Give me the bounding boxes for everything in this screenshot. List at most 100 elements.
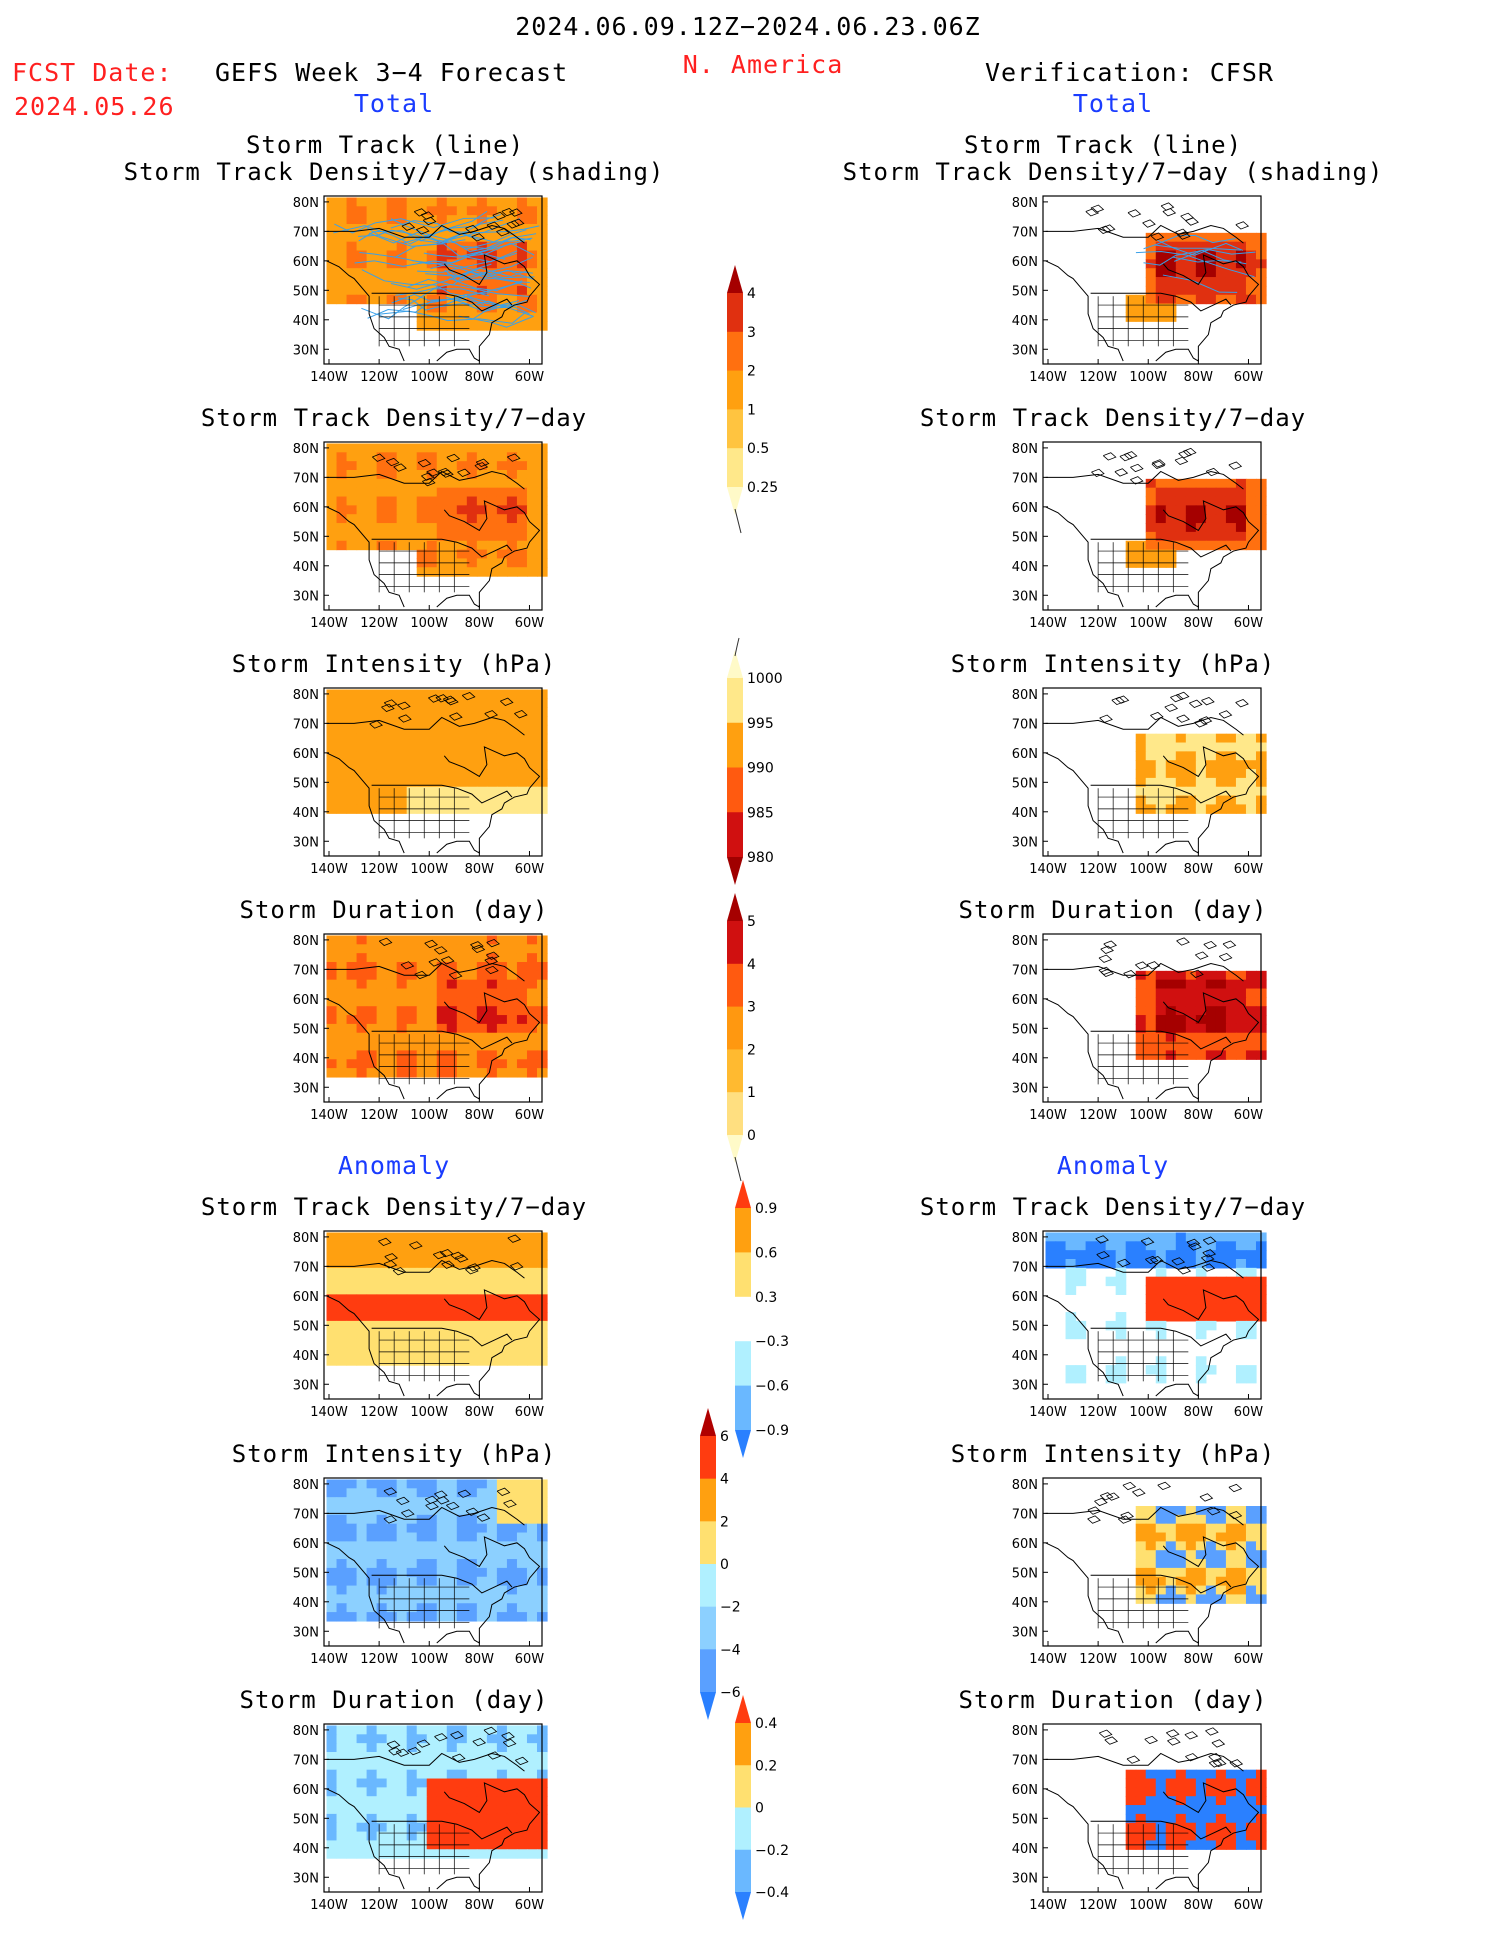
colorbar-label: 0.9 bbox=[755, 1201, 777, 1217]
lat-tick-label: 70N bbox=[293, 1507, 319, 1522]
lon-tick-label: 120W bbox=[360, 1405, 398, 1420]
colorbar-label: 0.25 bbox=[747, 480, 778, 496]
lon-tick-label: 140W bbox=[310, 370, 348, 385]
lon-tick-label: 60W bbox=[515, 862, 545, 877]
map-frame bbox=[323, 1230, 543, 1400]
lat-tick-label: 50N bbox=[1012, 1022, 1038, 1037]
shading-field bbox=[1125, 1769, 1267, 1850]
colorbar-arrow-bottom bbox=[735, 1892, 751, 1920]
map-frame bbox=[323, 1723, 543, 1893]
colorbar-swatch bbox=[735, 1296, 751, 1342]
map-frame bbox=[1042, 933, 1262, 1103]
lat-tick-label: 80N bbox=[293, 196, 319, 211]
shading-field bbox=[1135, 733, 1267, 814]
shading-field bbox=[1125, 478, 1267, 568]
coastlines bbox=[326, 937, 541, 1100]
map-frame bbox=[323, 195, 543, 365]
lon-tick-label: 120W bbox=[1079, 1108, 1117, 1123]
lon-tick-label: 100W bbox=[1129, 862, 1167, 877]
panel-title: Storm Track (line) bbox=[963, 131, 1243, 159]
lon-tick-label: 120W bbox=[1079, 616, 1117, 631]
colorbar-swatch bbox=[700, 1649, 716, 1693]
colorbar-swatch bbox=[727, 1092, 743, 1136]
lat-tick-label: 30N bbox=[293, 589, 319, 604]
lat-tick-label: 40N bbox=[293, 560, 319, 575]
section-total-verification: Total bbox=[1072, 89, 1154, 118]
lon-tick-label: 140W bbox=[1029, 1108, 1067, 1123]
map-panel-forecast-track: 80N 70N 60N 50N 40N 30N 140W 120W 100W 80W 60W bbox=[284, 195, 548, 388]
colorbar-label: −4 bbox=[720, 1642, 741, 1658]
colorbar-label: 2 bbox=[747, 1042, 756, 1058]
lat-tick-label: 80N bbox=[293, 1724, 319, 1739]
colorbar-label: −0.4 bbox=[755, 1885, 789, 1901]
colorbar-arrow-bottom bbox=[727, 1135, 743, 1163]
colorbar-arrow-bottom bbox=[727, 487, 743, 515]
map-frame bbox=[323, 1477, 543, 1647]
lat-tick-label: 70N bbox=[1012, 963, 1038, 978]
lon-tick-label: 120W bbox=[360, 862, 398, 877]
lon-tick-label: 80W bbox=[465, 1898, 495, 1913]
colorbar-swatch bbox=[700, 1606, 716, 1650]
lat-tick-label: 40N bbox=[1012, 1842, 1038, 1857]
lat-tick-label: 50N bbox=[1012, 1812, 1038, 1827]
lon-tick-label: 120W bbox=[1079, 1652, 1117, 1667]
colorbar-arrow-bottom bbox=[735, 1430, 751, 1458]
lon-tick-label: 60W bbox=[515, 1108, 545, 1123]
lon-tick-label: 60W bbox=[1234, 1405, 1264, 1420]
colorbar-density: 4 3 2 1 0.5 0.25 bbox=[727, 265, 803, 545]
lat-tick-label: 30N bbox=[1012, 1081, 1038, 1096]
colorbar-label: 5 bbox=[747, 914, 756, 930]
lat-tick-label: 50N bbox=[293, 530, 319, 545]
lat-tick-label: 70N bbox=[293, 225, 319, 240]
colorbar-arrow-top bbox=[700, 1408, 716, 1436]
lat-tick-label: 40N bbox=[293, 1349, 319, 1364]
lat-tick-label: 50N bbox=[1012, 1566, 1038, 1581]
map-panel-forecast-density-anomaly: 80N 70N 60N 50N 40N 30N 140W 120W 100W 80W 60W bbox=[284, 1230, 548, 1423]
colorbar-label: 4 bbox=[720, 1472, 729, 1488]
colorbar-label: 4 bbox=[747, 286, 756, 302]
lon-tick-label: 60W bbox=[515, 1405, 545, 1420]
lon-tick-label: 60W bbox=[1234, 1108, 1264, 1123]
colorbar-arrow-top bbox=[727, 265, 743, 293]
lat-tick-label: 40N bbox=[293, 806, 319, 821]
lat-tick-label: 60N bbox=[1012, 747, 1038, 762]
map-frame bbox=[1042, 441, 1262, 611]
lat-tick-label: 40N bbox=[293, 314, 319, 329]
colorbar-label: 4 bbox=[747, 957, 756, 973]
lat-tick-label: 30N bbox=[1012, 1625, 1038, 1640]
lat-tick-label: 30N bbox=[293, 835, 319, 850]
lat-tick-label: 80N bbox=[1012, 934, 1038, 949]
map-frame bbox=[1042, 1477, 1262, 1647]
lon-tick-label: 80W bbox=[465, 1405, 495, 1420]
lat-tick-label: 30N bbox=[293, 343, 319, 358]
lat-tick-label: 50N bbox=[293, 776, 319, 791]
colorbar-swatch bbox=[735, 1385, 751, 1431]
lat-tick-label: 60N bbox=[1012, 1783, 1038, 1798]
colorbar-label: 0.5 bbox=[747, 441, 769, 457]
colorbar-swatch bbox=[727, 963, 743, 1008]
lat-tick-label: 50N bbox=[1012, 776, 1038, 791]
colorbar-label: 990 bbox=[747, 761, 774, 777]
lat-tick-label: 40N bbox=[1012, 314, 1038, 329]
lon-tick-label: 140W bbox=[1029, 1405, 1067, 1420]
lon-tick-label: 120W bbox=[360, 1108, 398, 1123]
lat-tick-label: 40N bbox=[293, 1842, 319, 1857]
lon-tick-label: 120W bbox=[1079, 862, 1117, 877]
panel-title: Storm Track (line) bbox=[245, 131, 525, 159]
panel-title: Storm Track Density/7−day bbox=[919, 404, 1307, 432]
colorbar-anomaly-intensity: 6 4 2 0 −2 −4 −6 bbox=[700, 1408, 776, 1750]
lat-tick-label: 30N bbox=[293, 1871, 319, 1886]
region-label: N. America bbox=[682, 50, 844, 79]
lat-tick-label: 60N bbox=[293, 1537, 319, 1552]
lat-tick-label: 40N bbox=[1012, 806, 1038, 821]
lat-tick-label: 60N bbox=[1012, 993, 1038, 1008]
map-panel-verification-duration-anomaly: 80N 70N 60N 50N 40N 30N 140W 120W 100W 80W 60W bbox=[1003, 1723, 1267, 1916]
map-panel-verification-density: 80N 70N 60N 50N 40N 30N 140W 120W 100W 80W 60W bbox=[1003, 441, 1267, 634]
lon-tick-label: 60W bbox=[515, 370, 545, 385]
lon-tick-label: 140W bbox=[310, 1108, 348, 1123]
lat-tick-label: 30N bbox=[1012, 1871, 1038, 1886]
lat-tick-label: 80N bbox=[293, 1478, 319, 1493]
coastlines bbox=[1045, 937, 1260, 1100]
lon-tick-label: 60W bbox=[1234, 370, 1264, 385]
coastlines bbox=[1045, 202, 1260, 362]
